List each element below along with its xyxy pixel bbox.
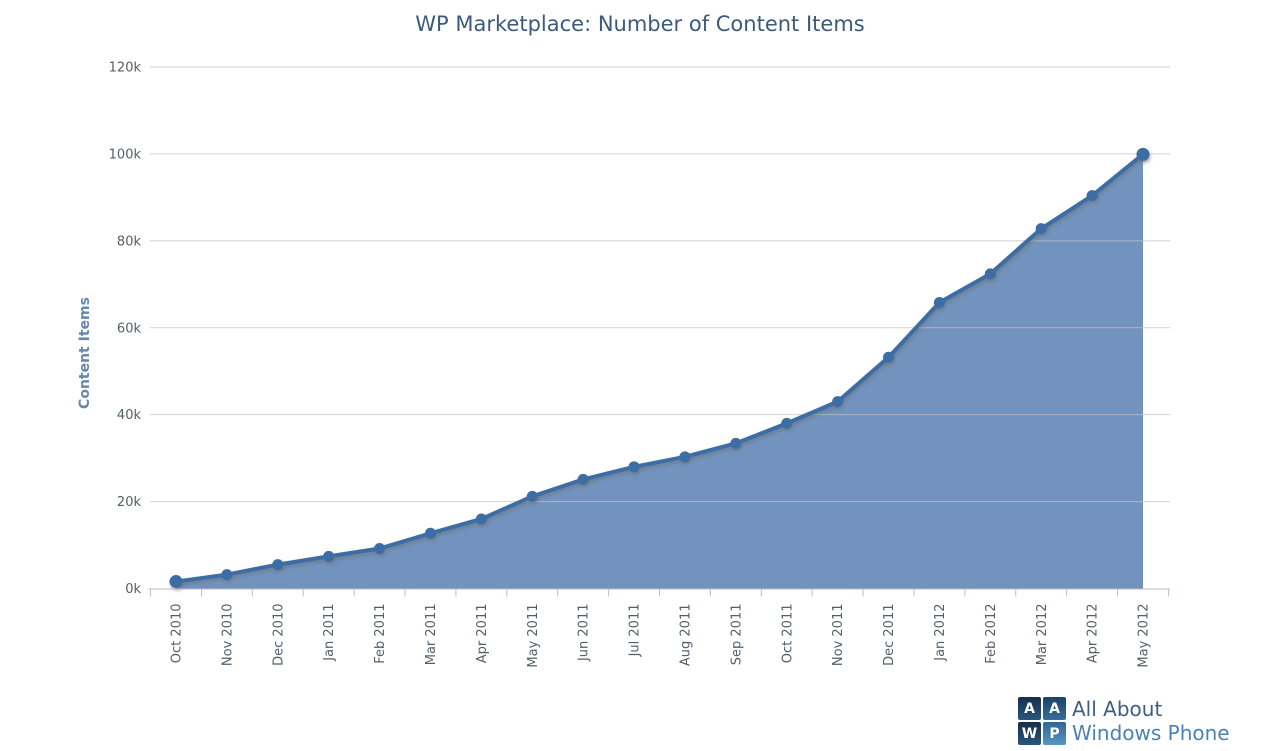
x-tick-label: Mar 2012 — [1035, 604, 1050, 666]
data-point-marker — [628, 461, 640, 473]
data-point-marker — [323, 550, 335, 562]
data-point-marker — [1086, 190, 1098, 202]
area-chart: 0k 20k 40k 60k 80k 100k 120k Oct 2010 Nov 2010 De… — [109, 61, 1170, 668]
x-tick-label: Dec 2010 — [271, 604, 286, 666]
data-point-markers — [169, 147, 1150, 589]
x-tick-label: Oct 2010 — [170, 604, 185, 664]
y-tick-label: 100k — [109, 147, 142, 162]
logo-square-a2: A — [1043, 697, 1066, 720]
y-tick-label: 40k — [117, 408, 142, 423]
area-fill — [176, 154, 1143, 589]
x-tick-label: Jul 2011 — [628, 604, 643, 658]
x-axis — [148, 588, 1170, 597]
x-tick-label: Feb 2012 — [984, 604, 999, 664]
y-tick-label: 60k — [117, 321, 142, 336]
x-tick-label: Jun 2011 — [577, 604, 592, 663]
data-point-marker — [984, 268, 996, 280]
x-tick-label: Jan 2012 — [933, 604, 948, 662]
gridlines — [150, 66, 1170, 503]
x-tick-label: Oct 2011 — [780, 604, 795, 664]
aawp-logo: A A W P All About Windows Phone — [1018, 697, 1230, 745]
x-tick-label: May 2012 — [1137, 604, 1152, 668]
x-tick-label: Apr 2012 — [1086, 604, 1101, 664]
data-point-marker — [272, 559, 284, 571]
logo-text-line2: Windows Phone — [1072, 721, 1230, 745]
data-point-marker — [577, 473, 589, 485]
x-tick-label: May 2011 — [526, 604, 541, 668]
y-tick-label: 0k — [125, 582, 141, 597]
x-tick-label: Jan 2011 — [322, 604, 337, 662]
logo-square-a1: A — [1018, 697, 1041, 720]
x-tick-labels: Oct 2010 Nov 2010 Dec 2010 Jan 2011 Feb 2011… — [170, 604, 1152, 668]
y-tick-label: 120k — [109, 61, 142, 76]
data-point-marker — [883, 351, 895, 363]
logo-square-p: P — [1043, 722, 1066, 745]
x-tick-label: Sep 2011 — [729, 604, 744, 666]
logo-squares: A A W P — [1018, 697, 1066, 745]
data-line — [174, 152, 1145, 584]
y-tick-labels: 0k 20k 40k 60k 80k 100k 120k — [109, 61, 142, 598]
y-tick-label: 80k — [117, 234, 142, 249]
logo-text-line1: All About — [1072, 697, 1163, 721]
logo-square-w: W — [1018, 722, 1041, 745]
data-point-marker — [933, 297, 945, 309]
x-tick-label: Nov 2010 — [220, 604, 235, 667]
x-tick-label: Dec 2011 — [882, 604, 897, 666]
chart-title: WP Marketplace: Number of Content Items — [415, 12, 865, 36]
data-point-marker — [832, 396, 844, 408]
y-tick-label: 20k — [117, 495, 142, 510]
data-point-marker — [781, 417, 793, 429]
data-point-marker — [679, 451, 691, 463]
data-point-marker — [424, 527, 436, 539]
x-tick-label: Aug 2011 — [678, 604, 693, 667]
logo-text: All About Windows Phone — [1072, 697, 1230, 745]
data-point-marker — [169, 575, 183, 589]
x-tick-label: Apr 2011 — [475, 604, 490, 664]
data-point-marker — [526, 490, 538, 502]
data-point-marker — [730, 437, 742, 449]
data-point-marker — [221, 569, 233, 581]
x-tick-label: Mar 2011 — [424, 604, 439, 666]
data-point-marker — [374, 543, 386, 555]
data-point-marker — [1035, 223, 1047, 235]
x-tick-label: Feb 2011 — [373, 604, 388, 664]
data-point-marker — [1136, 147, 1150, 161]
data-point-marker — [475, 513, 487, 525]
x-tick-label: Nov 2011 — [831, 604, 846, 667]
